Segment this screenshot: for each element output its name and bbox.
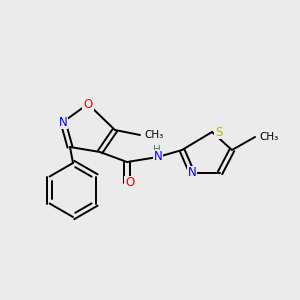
Text: CH₃: CH₃ — [259, 132, 278, 142]
Text: S: S — [215, 125, 222, 139]
Text: N: N — [154, 151, 162, 164]
Text: O: O — [83, 98, 93, 110]
Text: N: N — [188, 167, 196, 179]
Text: H: H — [153, 145, 161, 155]
Text: O: O — [125, 176, 135, 190]
Text: CH₃: CH₃ — [144, 130, 163, 140]
Text: N: N — [58, 116, 68, 128]
